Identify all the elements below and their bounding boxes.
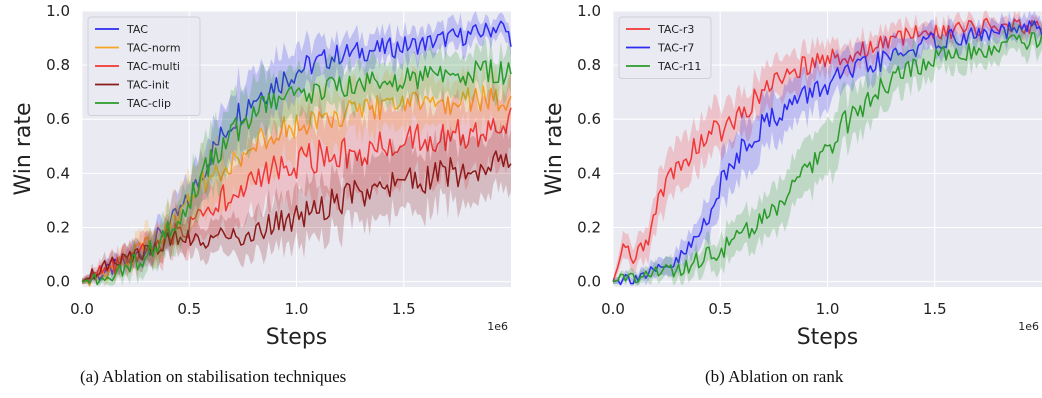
- chart-panel-a: 0.0 0.2 0.4 0.6 0.8 1.0 0.0 0.5 1.0 1.5 Steps Win r…: [11, 2, 512, 350]
- legend-box: [618, 16, 712, 79]
- x-tick-label: 0.5: [708, 300, 732, 318]
- legend-label: TAC-norm: [126, 42, 181, 55]
- series-band-tac-clip: [82, 36, 511, 286]
- y-axis-label: Win rate: [542, 102, 567, 195]
- y-tick-label: 0.4: [46, 164, 70, 182]
- x-offset-label: 1e6: [487, 320, 508, 333]
- x-axis-label: Steps: [797, 325, 859, 350]
- series-band-tac-init: [82, 120, 511, 285]
- legend-label: TAC-r7: [657, 42, 694, 55]
- legend-label: TAC-clip: [126, 97, 171, 110]
- y-tick-label: 0.8: [577, 56, 601, 74]
- y-tick-label: 0.0: [577, 273, 601, 291]
- legend-label: TAC-init: [126, 79, 170, 92]
- y-tick-label: 0.0: [46, 273, 70, 291]
- caption-b: (b) Ablation on rank: [705, 367, 844, 386]
- y-tick-label: 0.4: [577, 164, 601, 182]
- legend-label: TAC: [126, 23, 148, 36]
- y-tick-label: 1.0: [577, 2, 601, 20]
- legend: TAC TAC-norm TAC-multi TAC-init TAC-clip: [87, 16, 201, 116]
- x-offset-label: 1e6: [1018, 320, 1039, 333]
- chart-panel-b: 0.0 0.2 0.4 0.6 0.8 1.0 0.0 0.5 1.0 1.5 Steps Win r…: [542, 2, 1042, 350]
- series-band-tac-norm: [82, 58, 511, 286]
- series-line-tac-clip: [81, 59, 512, 286]
- x-tick-label: 1.0: [285, 300, 309, 318]
- x-tick-label: 1.5: [923, 300, 947, 318]
- y-tick-label: 0.8: [46, 56, 70, 74]
- x-tick-label: 1.0: [816, 300, 840, 318]
- y-tick-label: 0.2: [577, 218, 601, 236]
- x-tick-label: 1.5: [392, 300, 416, 318]
- series-band-tac-r11: [613, 20, 1042, 286]
- series-band-tac: [82, 10, 511, 285]
- y-axis-label: Win rate: [11, 102, 36, 195]
- caption-a: (a) Ablation on stabilisation techniques: [80, 367, 347, 386]
- series-band-tac-r7: [613, 10, 1042, 286]
- series-line-tac-r3: [612, 17, 1042, 282]
- legend-box: [87, 16, 201, 116]
- legend-label: TAC-r3: [657, 23, 694, 36]
- series-line-tac: [81, 20, 512, 283]
- legend: TAC-r3 TAC-r7 TAC-r11: [618, 16, 712, 79]
- series-line-tac-r11: [612, 31, 1042, 284]
- y-tick-label: 0.6: [577, 110, 601, 128]
- x-axis-label: Steps: [266, 325, 328, 350]
- x-tick-label: 0.5: [177, 300, 201, 318]
- y-tick-label: 1.0: [46, 2, 70, 20]
- y-tick-label: 0.2: [46, 218, 70, 236]
- y-tick-label: 0.6: [46, 110, 70, 128]
- x-tick-label: 0.0: [601, 300, 625, 318]
- x-tick-label: 0.0: [70, 300, 94, 318]
- legend-label: TAC-multi: [126, 60, 180, 73]
- legend-label: TAC-r11: [657, 60, 701, 73]
- series-line-tac-r7: [612, 20, 1042, 286]
